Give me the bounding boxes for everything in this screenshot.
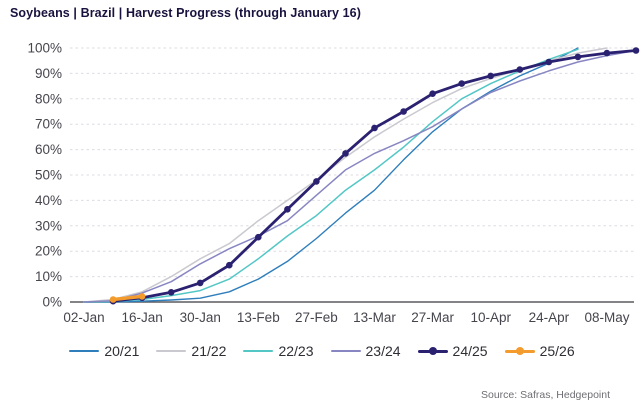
- legend-swatch-21-22: [156, 350, 187, 352]
- chart-title: Soybeans | Brazil | Harvest Progress (th…: [10, 6, 361, 20]
- series-marker-24-25: [545, 58, 553, 66]
- legend-item-23-24: 23/24: [330, 343, 401, 359]
- series-marker-24-25: [400, 108, 407, 115]
- series-line-20-21: [83, 47, 579, 303]
- series-line-25-26: [111, 294, 144, 302]
- x-axis-label: 10-Apr: [470, 310, 511, 325]
- legend-swatch-20-21: [69, 350, 100, 352]
- source-note: Source: Safras, Hedgepoint: [481, 389, 610, 401]
- legend-item-20-21: 20/21: [69, 343, 139, 359]
- legend-item-24-25: 24/25: [417, 343, 488, 359]
- y-axis-label: 90%: [35, 66, 62, 81]
- legend-item-22-23: 22/23: [243, 343, 314, 359]
- legend-label: 23/24: [365, 343, 401, 359]
- y-axis-label: 100%: [27, 41, 62, 56]
- x-axis-label: 24-Apr: [529, 310, 570, 325]
- y-axis-label: 30%: [35, 218, 62, 233]
- legend-label: 21/22: [191, 343, 227, 359]
- series-marker-24-25: [284, 206, 291, 213]
- series-marker-24-25: [603, 49, 611, 57]
- y-axis-label: 20%: [35, 244, 62, 259]
- legend-label: 22/23: [278, 343, 314, 359]
- legend: 20/21 21/22 22/23 23/24 24/25 25/26: [0, 343, 644, 359]
- y-axis-label: 50%: [35, 168, 62, 183]
- legend-swatch-25-26: [504, 347, 535, 355]
- series-marker-24-25: [254, 233, 262, 241]
- series-marker-25-26: [138, 293, 146, 300]
- series-line-23-24: [83, 49, 637, 303]
- series-marker-24-25: [342, 150, 349, 157]
- series-marker-24-25: [226, 261, 233, 269]
- series-marker-24-25: [313, 178, 320, 185]
- y-axis-label: 10%: [35, 269, 62, 284]
- series-marker-24-25: [632, 47, 640, 54]
- series-marker-24-25: [196, 279, 204, 287]
- x-axis-label: 30-Jan: [180, 310, 221, 325]
- x-axis-label: 13-Mar: [353, 310, 396, 325]
- x-axis-label: 16-Jan: [121, 310, 162, 325]
- y-axis-label: 0%: [42, 295, 62, 310]
- x-axis-label: 27-Mar: [411, 310, 454, 325]
- series-marker-24-25: [429, 90, 436, 97]
- series-marker-24-25: [371, 124, 378, 132]
- series-line-22-23: [83, 48, 579, 303]
- series-marker-24-25: [574, 53, 582, 61]
- y-axis-label: 40%: [35, 193, 62, 208]
- series-marker-24-25: [516, 66, 524, 73]
- series-marker-24-25: [487, 72, 495, 80]
- plot-area: 0% 10% 20% 30% 40% 50% 60% 70% 80% 90% 100% 02-Jan 1…: [27, 41, 640, 325]
- x-axis-label: 13-Feb: [237, 310, 280, 325]
- legend-item-21-22: 21/22: [156, 343, 226, 359]
- x-axis-label: 08-May: [584, 310, 629, 325]
- x-axis-label: 02-Jan: [63, 310, 104, 325]
- legend-label: 24/25: [452, 343, 488, 359]
- y-axis-label: 60%: [35, 142, 62, 157]
- legend-marker-dot: [428, 347, 437, 355]
- legend-item-25-26: 25/26: [504, 343, 575, 359]
- legend-label: 25/26: [539, 343, 575, 359]
- legend-swatch-24-25: [417, 347, 448, 355]
- legend-swatch-23-24: [330, 350, 361, 352]
- series-marker-24-25: [167, 289, 175, 296]
- series-marker-25-26: [109, 296, 117, 303]
- legend-marker-dot: [515, 347, 524, 355]
- series-marker-24-25: [458, 80, 466, 87]
- legend-label: 20/21: [104, 343, 140, 359]
- x-axis-label: 27-Feb: [295, 310, 338, 325]
- y-axis-label: 80%: [35, 91, 62, 106]
- legend-swatch-22-23: [243, 350, 274, 352]
- y-axis-label: 70%: [35, 117, 62, 132]
